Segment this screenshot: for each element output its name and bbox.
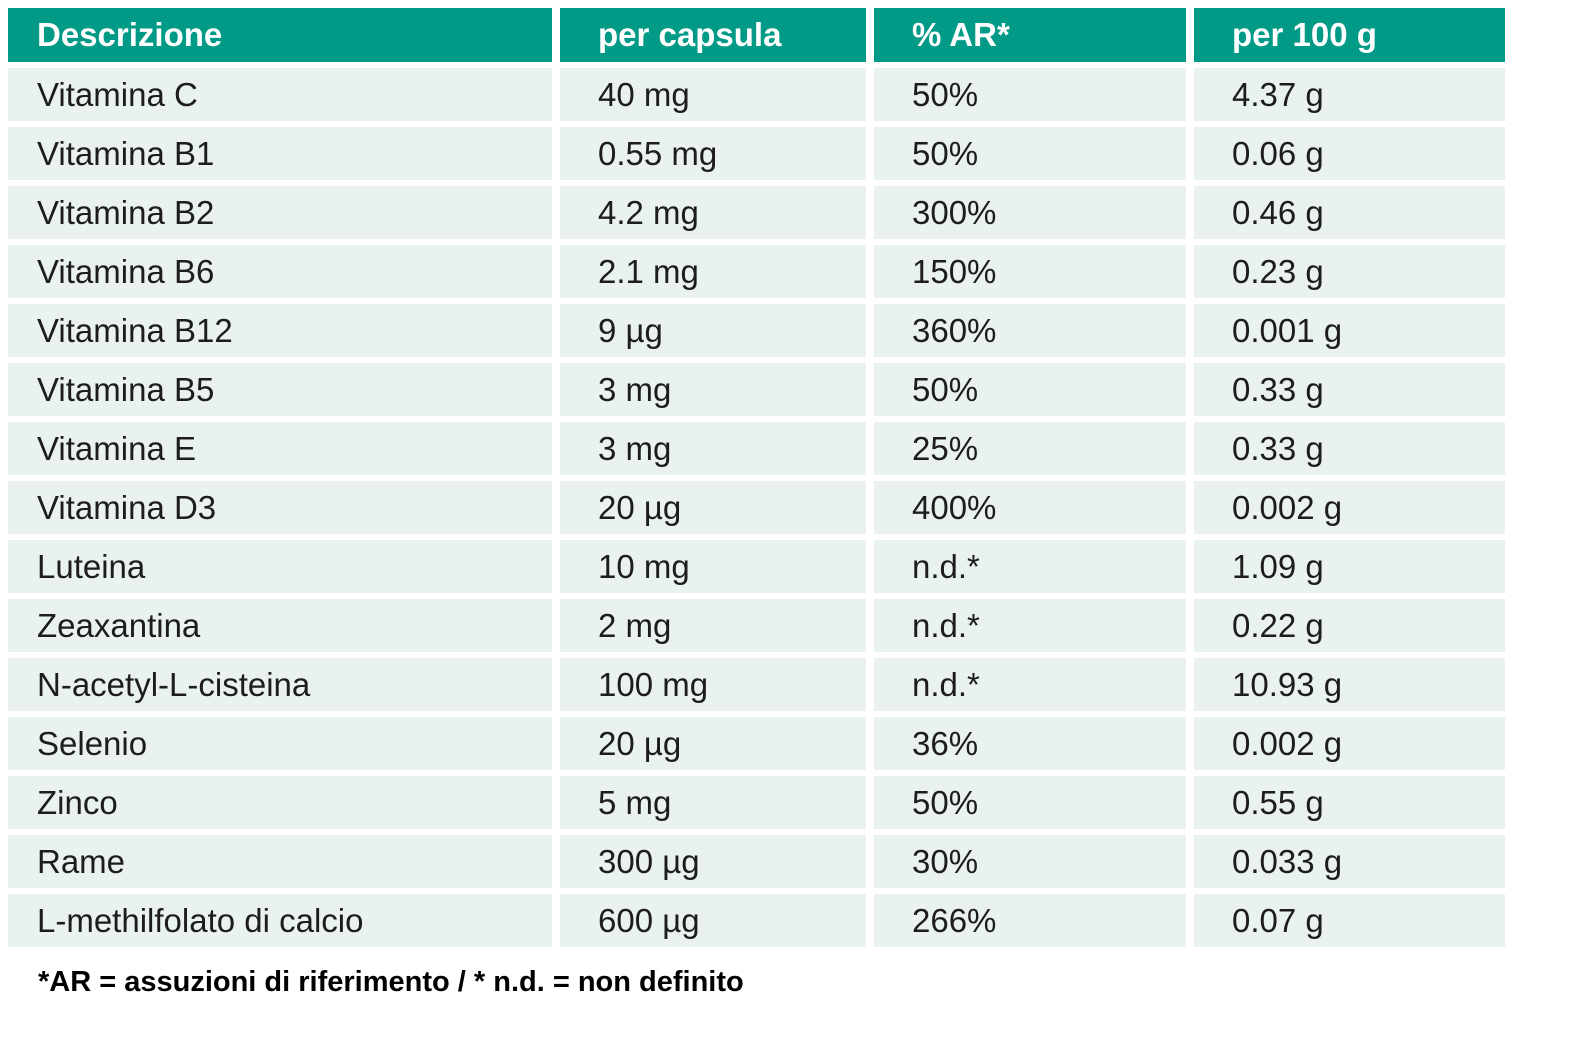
table-row: Vitamina E 3 mg 25% 0.33 g	[8, 422, 1512, 475]
cell-percent-ar: 50%	[874, 776, 1186, 829]
cell-per-capsula: 2 mg	[560, 599, 866, 652]
cell-per-capsula: 2.1 mg	[560, 245, 866, 298]
table-row: Vitamina B2 4.2 mg 300% 0.46 g	[8, 186, 1512, 239]
cell-descrizione: Vitamina B5	[8, 363, 552, 416]
cell-per-100g: 0.001 g	[1194, 304, 1505, 357]
cell-per-100g: 0.06 g	[1194, 127, 1505, 180]
table-row: Vitamina B6 2.1 mg 150% 0.23 g	[8, 245, 1512, 298]
cell-descrizione: Vitamina B12	[8, 304, 552, 357]
table-row: N-acetyl-L-cisteina 100 mg n.d.* 10.93 g	[8, 658, 1512, 711]
cell-per-capsula: 40 mg	[560, 68, 866, 121]
cell-per-100g: 0.23 g	[1194, 245, 1505, 298]
cell-per-100g: 0.002 g	[1194, 481, 1505, 534]
cell-descrizione: Vitamina E	[8, 422, 552, 475]
cell-per-capsula: 600 µg	[560, 894, 866, 947]
cell-descrizione: Vitamina C	[8, 68, 552, 121]
cell-percent-ar: 400%	[874, 481, 1186, 534]
cell-descrizione: Rame	[8, 835, 552, 888]
table-row: Rame 300 µg 30% 0.033 g	[8, 835, 1512, 888]
table-row: Vitamina B1 0.55 mg 50% 0.06 g	[8, 127, 1512, 180]
cell-descrizione: Vitamina B1	[8, 127, 552, 180]
cell-per-100g: 1.09 g	[1194, 540, 1505, 593]
cell-per-capsula: 9 µg	[560, 304, 866, 357]
cell-per-capsula: 4.2 mg	[560, 186, 866, 239]
cell-per-capsula: 10 mg	[560, 540, 866, 593]
column-header-percent-ar: % AR*	[874, 8, 1186, 62]
column-header-per-capsula: per capsula	[560, 8, 866, 62]
cell-percent-ar: n.d.*	[874, 658, 1186, 711]
cell-per-100g: 0.002 g	[1194, 717, 1505, 770]
cell-per-capsula: 20 µg	[560, 717, 866, 770]
cell-per-100g: 0.33 g	[1194, 422, 1505, 475]
cell-per-100g: 0.46 g	[1194, 186, 1505, 239]
table-row: Zinco 5 mg 50% 0.55 g	[8, 776, 1512, 829]
cell-percent-ar: 25%	[874, 422, 1186, 475]
cell-descrizione: Vitamina D3	[8, 481, 552, 534]
cell-per-100g: 0.033 g	[1194, 835, 1505, 888]
cell-percent-ar: 266%	[874, 894, 1186, 947]
cell-descrizione: Selenio	[8, 717, 552, 770]
cell-descrizione: Vitamina B6	[8, 245, 552, 298]
cell-per-capsula: 5 mg	[560, 776, 866, 829]
cell-descrizione: N-acetyl-L-cisteina	[8, 658, 552, 711]
table-header-row: Descrizione per capsula % AR* per 100 g	[8, 8, 1512, 62]
table-row: Vitamina B5 3 mg 50% 0.33 g	[8, 363, 1512, 416]
cell-per-100g: 10.93 g	[1194, 658, 1505, 711]
column-header-per-100g: per 100 g	[1194, 8, 1505, 62]
cell-descrizione: Vitamina B2	[8, 186, 552, 239]
cell-percent-ar: 300%	[874, 186, 1186, 239]
cell-percent-ar: 360%	[874, 304, 1186, 357]
cell-per-capsula: 3 mg	[560, 363, 866, 416]
cell-percent-ar: 150%	[874, 245, 1186, 298]
cell-descrizione: Zeaxantina	[8, 599, 552, 652]
cell-per-capsula: 300 µg	[560, 835, 866, 888]
cell-descrizione: L-methilfolato di calcio	[8, 894, 552, 947]
cell-percent-ar: 30%	[874, 835, 1186, 888]
column-header-descrizione: Descrizione	[8, 8, 552, 62]
cell-descrizione: Zinco	[8, 776, 552, 829]
cell-per-100g: 0.33 g	[1194, 363, 1505, 416]
cell-percent-ar: 50%	[874, 363, 1186, 416]
cell-per-100g: 0.55 g	[1194, 776, 1505, 829]
cell-per-capsula: 100 mg	[560, 658, 866, 711]
table-row: Zeaxantina 2 mg n.d.* 0.22 g	[8, 599, 1512, 652]
cell-per-capsula: 0.55 mg	[560, 127, 866, 180]
cell-percent-ar: 50%	[874, 68, 1186, 121]
cell-percent-ar: n.d.*	[874, 540, 1186, 593]
cell-percent-ar: 50%	[874, 127, 1186, 180]
cell-per-capsula: 20 µg	[560, 481, 866, 534]
cell-per-100g: 0.22 g	[1194, 599, 1505, 652]
table-row: Vitamina D3 20 µg 400% 0.002 g	[8, 481, 1512, 534]
cell-per-capsula: 3 mg	[560, 422, 866, 475]
cell-percent-ar: n.d.*	[874, 599, 1186, 652]
table-row: Luteina 10 mg n.d.* 1.09 g	[8, 540, 1512, 593]
table-body: Vitamina C 40 mg 50% 4.37 g Vitamina B1 …	[8, 68, 1512, 947]
cell-descrizione: Luteina	[8, 540, 552, 593]
table-row: Vitamina C 40 mg 50% 4.37 g	[8, 68, 1512, 121]
table-row: Selenio 20 µg 36% 0.002 g	[8, 717, 1512, 770]
cell-percent-ar: 36%	[874, 717, 1186, 770]
cell-per-100g: 0.07 g	[1194, 894, 1505, 947]
footnote: *AR = assuzioni di riferimento / * n.d. …	[38, 966, 744, 998]
cell-per-100g: 4.37 g	[1194, 68, 1505, 121]
nutrition-table: Descrizione per capsula % AR* per 100 g …	[8, 8, 1512, 953]
table-row: Vitamina B12 9 µg 360% 0.001 g	[8, 304, 1512, 357]
table-row: L-methilfolato di calcio 600 µg 266% 0.0…	[8, 894, 1512, 947]
